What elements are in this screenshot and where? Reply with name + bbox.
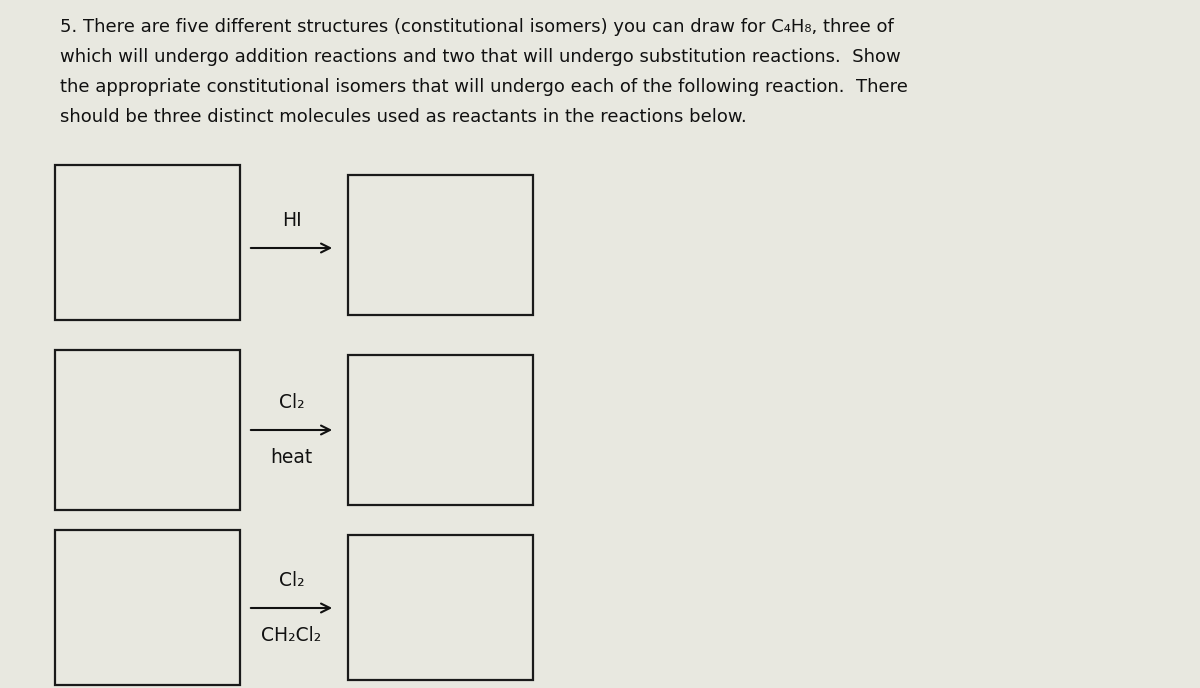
Bar: [55, 165, 240, 320]
Text: the appropriate constitutional isomers that will undergo each of the following r: the appropriate constitutional isomers t…: [60, 78, 908, 96]
Text: HI: HI: [282, 211, 301, 230]
Bar: [55, 530, 240, 685]
Text: Cl₂: Cl₂: [278, 393, 305, 412]
Text: Cl₂: Cl₂: [278, 571, 305, 590]
Bar: [348, 355, 533, 505]
Bar: [348, 175, 533, 315]
Text: heat: heat: [270, 448, 313, 467]
Bar: [55, 350, 240, 510]
Text: should be three distinct molecules used as reactants in the reactions below.: should be three distinct molecules used …: [60, 108, 746, 126]
Bar: [348, 535, 533, 680]
Text: CH₂Cl₂: CH₂Cl₂: [262, 626, 322, 645]
Text: which will undergo addition reactions and two that will undergo substitution rea: which will undergo addition reactions an…: [60, 48, 901, 66]
Text: 5. There are five different structures (constitutional isomers) you can draw for: 5. There are five different structures (…: [60, 18, 894, 36]
